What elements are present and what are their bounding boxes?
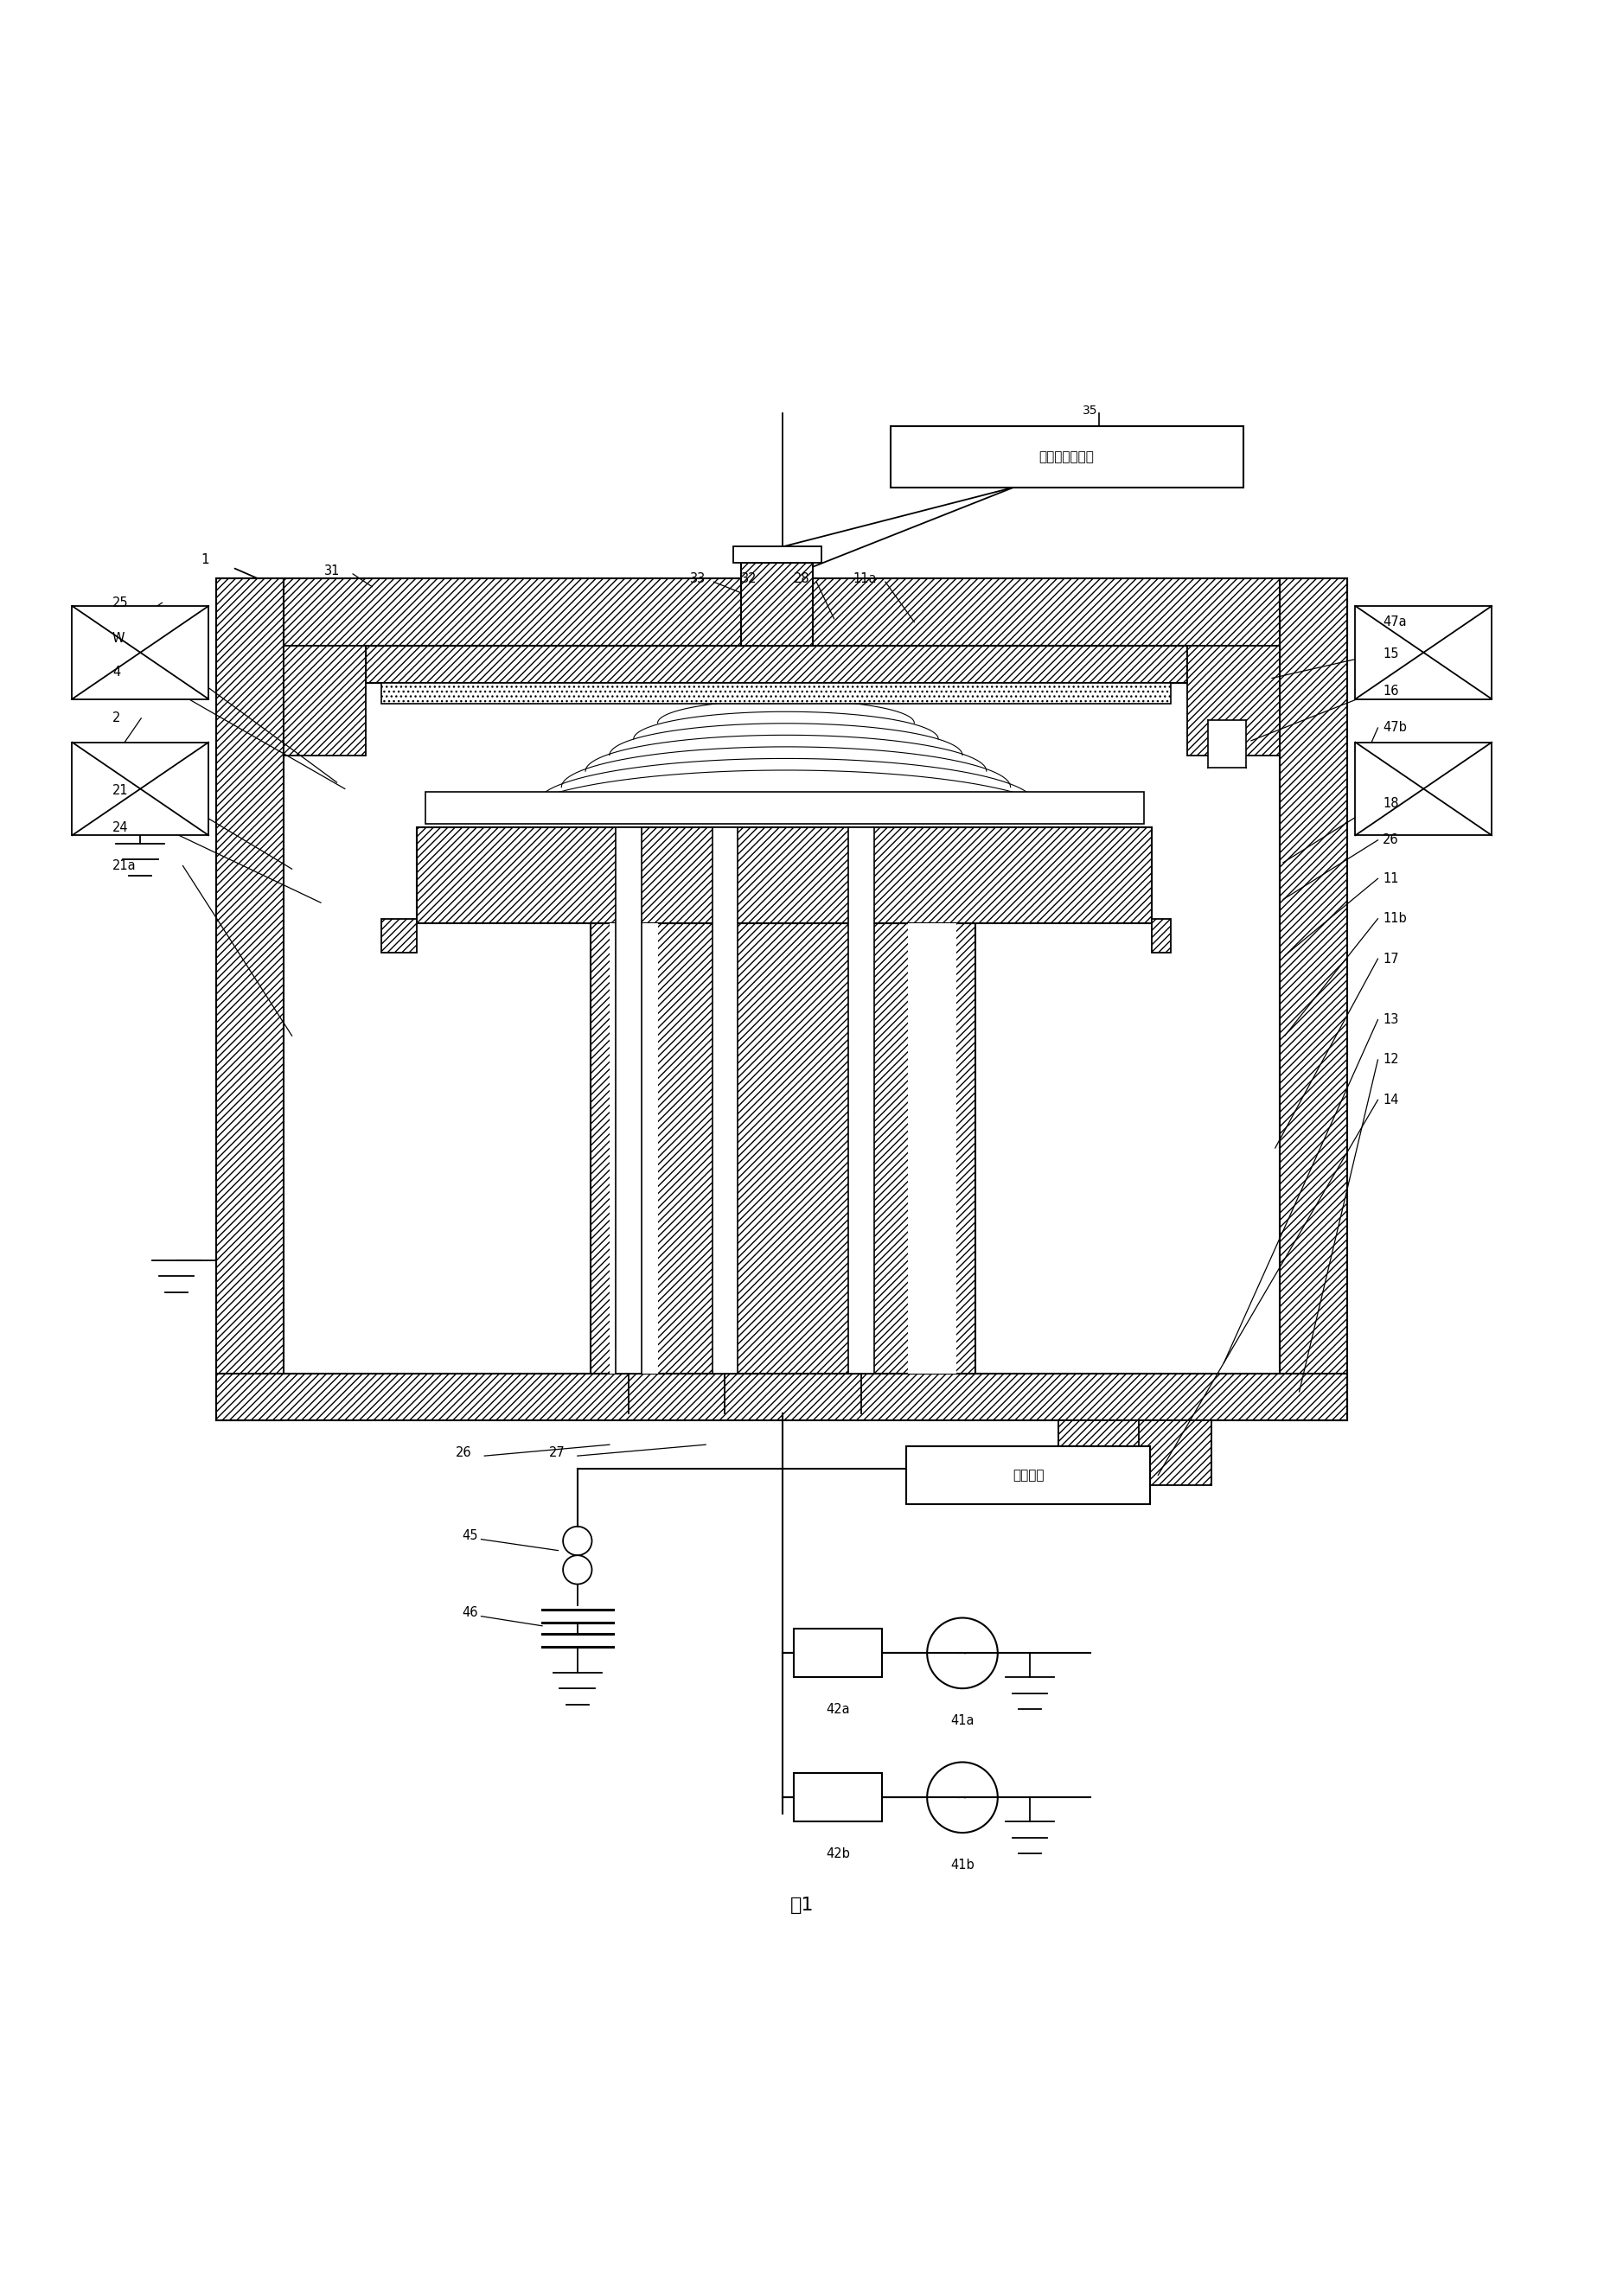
Text: 47a: 47a xyxy=(1383,615,1407,629)
Text: 21a: 21a xyxy=(112,859,136,872)
Bar xyxy=(425,792,1144,824)
Bar xyxy=(1280,579,1347,1421)
Text: 11a: 11a xyxy=(853,572,877,585)
Bar xyxy=(712,827,738,1373)
Bar xyxy=(382,918,417,953)
Bar xyxy=(1059,1421,1211,1486)
Bar xyxy=(1355,606,1492,698)
Bar xyxy=(733,546,821,563)
Bar xyxy=(382,682,1171,705)
Bar xyxy=(616,827,642,1373)
Bar xyxy=(1152,918,1171,953)
Text: 31: 31 xyxy=(324,565,340,576)
Bar xyxy=(284,645,366,755)
Text: 16: 16 xyxy=(1383,684,1399,698)
Bar xyxy=(1208,721,1246,767)
Text: 排气装置: 排气装置 xyxy=(1012,1469,1044,1481)
Text: 处理气体供给源: 处理气体供给源 xyxy=(1039,450,1094,464)
Text: 2: 2 xyxy=(112,712,120,726)
Text: ~: ~ xyxy=(956,1789,969,1805)
Text: 图1: 图1 xyxy=(791,1896,813,1913)
Text: 18: 18 xyxy=(1383,797,1399,810)
Text: 15: 15 xyxy=(1383,647,1399,661)
Text: 26: 26 xyxy=(456,1446,472,1460)
Text: 12: 12 xyxy=(1383,1054,1399,1065)
Bar xyxy=(849,827,874,1373)
Bar xyxy=(366,645,1187,682)
Text: 45: 45 xyxy=(462,1529,478,1543)
Bar xyxy=(741,563,813,645)
Text: 24: 24 xyxy=(112,820,128,833)
Bar xyxy=(908,923,956,1373)
Text: 21: 21 xyxy=(112,783,128,797)
Bar xyxy=(906,1446,1150,1504)
Bar xyxy=(72,606,209,698)
Text: 35: 35 xyxy=(1083,404,1097,416)
Text: 46: 46 xyxy=(462,1607,478,1619)
Bar xyxy=(1187,645,1280,755)
Text: 33: 33 xyxy=(690,572,706,585)
Bar xyxy=(417,827,1152,923)
Text: 42b: 42b xyxy=(826,1846,850,1860)
Text: 1: 1 xyxy=(200,553,209,567)
Text: 27: 27 xyxy=(549,1446,565,1460)
Text: 47b: 47b xyxy=(1383,721,1407,735)
Text: 17: 17 xyxy=(1383,953,1399,964)
Bar xyxy=(890,427,1243,487)
Bar xyxy=(217,579,284,1421)
Text: 11b: 11b xyxy=(1383,912,1407,925)
Text: 25: 25 xyxy=(112,597,128,608)
Bar xyxy=(590,923,975,1373)
Text: 28: 28 xyxy=(794,572,810,585)
Bar xyxy=(794,1630,882,1676)
Text: 11: 11 xyxy=(1383,872,1399,884)
Text: 32: 32 xyxy=(741,572,757,585)
Bar xyxy=(1355,742,1492,836)
Text: ~: ~ xyxy=(956,1646,969,1660)
Bar xyxy=(610,923,658,1373)
Bar xyxy=(217,579,1347,645)
Bar xyxy=(72,742,209,836)
Bar xyxy=(217,1373,1347,1421)
Text: 14: 14 xyxy=(1383,1093,1399,1107)
Text: 4: 4 xyxy=(112,666,120,677)
Bar xyxy=(794,1773,882,1821)
Text: 41b: 41b xyxy=(951,1857,974,1871)
Text: W: W xyxy=(112,631,125,645)
Text: 41a: 41a xyxy=(951,1715,974,1727)
Text: 42a: 42a xyxy=(826,1704,850,1715)
Text: 26: 26 xyxy=(1383,833,1399,847)
Text: 13: 13 xyxy=(1383,1013,1399,1026)
Bar xyxy=(284,645,1280,1373)
